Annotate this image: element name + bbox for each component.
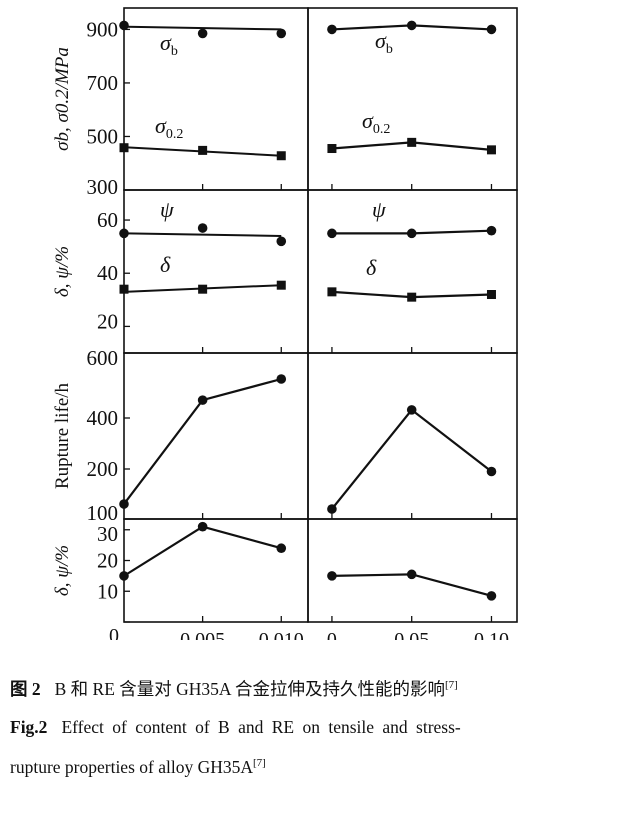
- data-point-square: [407, 292, 417, 302]
- y-axis-title: δ, ψ/%: [52, 246, 73, 297]
- data-point-circle: [119, 20, 129, 31]
- series-label: σb: [160, 30, 178, 59]
- caption-en-text-2: rupture properties of alloy GH35A: [10, 757, 253, 777]
- fit-line: [123, 232, 282, 238]
- data-point-square: [198, 284, 208, 294]
- series-line: [331, 408, 493, 510]
- y-tick-label: 900: [87, 17, 119, 41]
- data-point-square: [486, 145, 496, 155]
- data-point-circle: [197, 28, 208, 39]
- y-tick-label: 30: [97, 522, 118, 546]
- panel-frame: [307, 518, 518, 623]
- series-label: δ: [366, 255, 377, 280]
- caption-cn: 图 2 B 和 RE 含量对 GH35A 合金拉伸及持久性能的影响[7]: [10, 676, 458, 701]
- y-tick-label: 600: [87, 346, 119, 370]
- data-point-circle: [119, 571, 129, 581]
- series-label: σ0.2: [362, 108, 390, 137]
- data-point-square: [119, 284, 129, 294]
- y-tick-label: 20: [97, 549, 118, 573]
- data-point-circle: [197, 395, 208, 405]
- data-point-circle: [406, 405, 417, 415]
- x-tick-label: 0.010: [259, 629, 304, 640]
- y-tick-label: 20: [97, 309, 118, 333]
- data-point-square: [327, 144, 337, 154]
- data-point-circle: [486, 24, 497, 35]
- caption-en-2: rupture properties of alloy GH35A[7]: [10, 757, 266, 778]
- data-point-circle: [486, 591, 497, 601]
- data-point-square: [327, 287, 337, 297]
- panel-frame: [307, 189, 518, 354]
- data-point-circle: [276, 28, 287, 39]
- panel-frame: [123, 518, 309, 623]
- y-tick-label: 500: [87, 124, 119, 148]
- data-point-circle: [276, 236, 287, 247]
- caption-cn-ref: [7]: [444, 679, 458, 692]
- y-tick-label: 400: [87, 406, 119, 430]
- y-tick-label: 100: [87, 501, 119, 525]
- y-tick-label: 40: [97, 261, 118, 285]
- data-point-circle: [327, 571, 337, 581]
- caption-cn-text: B 和 RE 含量对 GH35A 合金拉伸及持久性能的影响: [54, 679, 445, 699]
- caption-en-text: Effect of content of B and RE on tensile…: [61, 717, 461, 737]
- origin-tick-label: 0: [109, 625, 119, 640]
- data-point-circle: [119, 499, 129, 509]
- data-point-circle: [276, 543, 287, 554]
- data-point-square: [276, 151, 286, 161]
- data-point-square: [119, 143, 129, 153]
- series-label: σ0.2: [155, 113, 183, 142]
- data-point-circle: [406, 569, 417, 580]
- y-tick-label: 10: [97, 579, 118, 603]
- caption-en-ref: [7]: [253, 757, 266, 770]
- y-tick-label: 700: [87, 71, 119, 95]
- x-tick-label: 0.10: [474, 629, 509, 640]
- y-axis-title: δ, ψ/%: [52, 545, 73, 596]
- caption-en-1: Fig.2 Effect of content of B and RE on te…: [10, 717, 461, 738]
- series-line: [123, 525, 282, 577]
- data-point-circle: [406, 228, 417, 239]
- data-point-square: [407, 137, 417, 147]
- series-label: δ: [160, 252, 171, 277]
- data-point-circle: [327, 504, 337, 514]
- y-tick-label: 60: [97, 208, 118, 232]
- data-point-circle: [406, 20, 417, 31]
- x-tick-label: 0: [327, 629, 337, 640]
- series-label: ψ: [372, 197, 386, 222]
- panel-frame: [307, 352, 518, 520]
- data-point-square: [486, 290, 496, 300]
- x-tick-label: 0.05: [394, 629, 429, 640]
- caption-cn-label: 图 2: [10, 679, 41, 699]
- data-point-square: [276, 280, 286, 290]
- panel-frame: [307, 7, 518, 191]
- panel-frame: [123, 189, 309, 354]
- data-point-circle: [197, 521, 208, 532]
- caption-en-label: Fig.2: [10, 717, 48, 737]
- data-point-circle: [327, 228, 337, 239]
- y-tick-label: 300: [87, 175, 119, 199]
- data-point-circle: [486, 466, 497, 477]
- data-point-circle: [486, 225, 497, 236]
- data-point-circle: [119, 228, 129, 239]
- y-axis-title: σb, σ0.2/MPa: [52, 47, 73, 151]
- series-label: σb: [375, 28, 393, 57]
- data-point-circle: [197, 223, 208, 233]
- data-point-circle: [327, 24, 337, 35]
- fit-line: [123, 25, 282, 31]
- x-tick-label: 0.005: [180, 629, 225, 640]
- series-label: ψ: [160, 197, 174, 222]
- y-axis-title: Rupture life/h: [52, 382, 73, 489]
- data-point-circle: [276, 374, 287, 384]
- y-tick-label: 200: [87, 457, 119, 481]
- data-point-square: [198, 145, 208, 155]
